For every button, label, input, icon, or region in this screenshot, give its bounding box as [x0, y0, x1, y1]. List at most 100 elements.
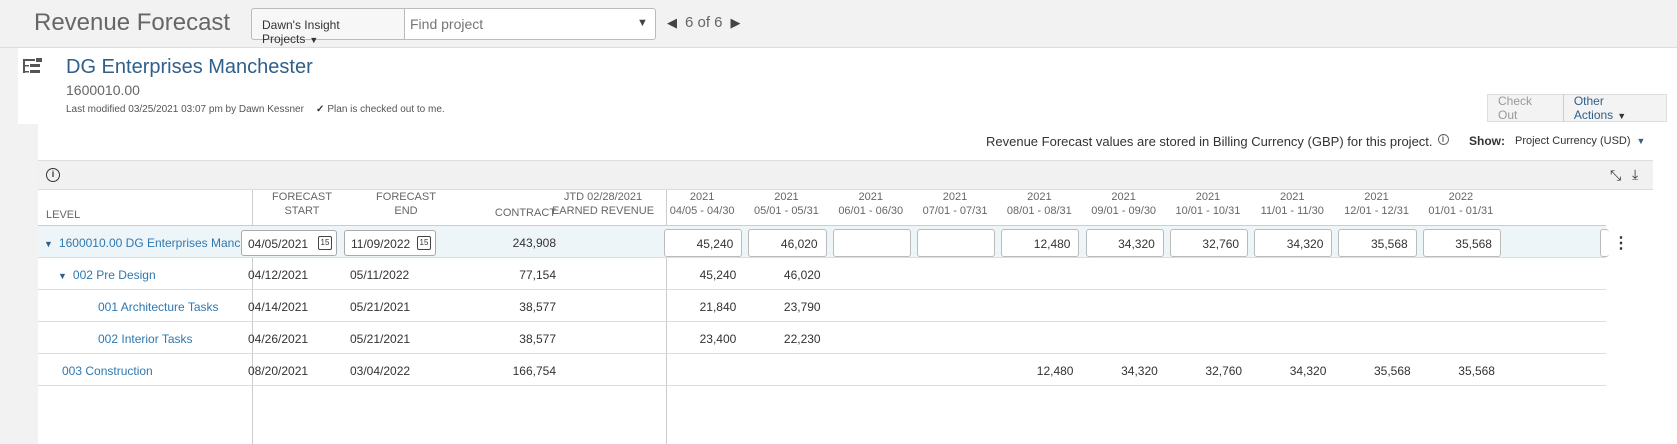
period-forecast-value: 22,230: [783, 332, 821, 346]
period-forecast-value: 45,240: [699, 268, 737, 282]
caret-down-icon: ▼: [1617, 111, 1627, 121]
period-forecast-value: 35,568: [1373, 364, 1411, 378]
show-label: Show:: [1469, 134, 1505, 148]
forecast-start: 04/26/2021: [248, 332, 309, 346]
forecast-grid: LEVEL FORECAST START FORECAST END CONTRACT…: [38, 190, 1629, 444]
forecast-start: 04/12/2021: [248, 268, 309, 282]
forecast-end: 05/21/2021: [350, 300, 411, 314]
row-level[interactable]: ▼ 1600010.00 DG Enterprises Manc: [44, 236, 240, 250]
period-forecast-input[interactable]: 34,320: [1085, 229, 1164, 257]
contract-value: 77,154: [519, 268, 556, 282]
period-forecast-value: 23,400: [699, 332, 737, 346]
column-header-period: 2021 06/01 - 06/30: [838, 191, 904, 217]
period-forecast-input[interactable]: [832, 229, 911, 257]
next-project-icon[interactable]: ▶: [730, 15, 741, 30]
check-out-button[interactable]: Check Out: [1488, 94, 1564, 122]
column-header-level: LEVEL: [46, 209, 81, 221]
forecast-end: 05/21/2021: [350, 332, 411, 346]
column-header-period: 2021 08/01 - 08/31: [1006, 191, 1072, 217]
expand-toggle-icon[interactable]: ▼: [58, 271, 67, 281]
grid-toolbar: i ⤡ ⤓: [38, 160, 1653, 190]
column-header-forecast-end: FORECAST END: [376, 191, 436, 217]
tree-view-icon[interactable]: [22, 56, 44, 78]
row-level[interactable]: ▼ 002 Pre Design: [58, 268, 156, 282]
row-level-label[interactable]: 002 Interior Tasks: [98, 332, 193, 346]
column-header-period: 2022 01/01 - 01/31: [1428, 191, 1494, 217]
column-header-period: 2021 09/01 - 09/30: [1091, 191, 1157, 217]
column-header-period: 2021 04/05 - 04/30: [669, 191, 735, 217]
contract-value: 166,754: [512, 364, 556, 378]
calendar-icon[interactable]: 15: [417, 236, 431, 250]
forecast-end: 05/11/2022: [350, 268, 410, 282]
column-header-period: 2021 12/01 - 12/31: [1344, 191, 1409, 217]
top-bar: Revenue Forecast Dawn's Insight Projects…: [0, 0, 1677, 48]
column-header-contract: CONTRACT: [494, 207, 556, 219]
checkout-status: ✓ Plan is checked out to me.: [316, 104, 445, 115]
period-forecast-value: 23,790: [783, 300, 821, 314]
row-level-label[interactable]: 002 Pre Design: [72, 268, 156, 282]
table-row: ▼ 1600010.00 DG Enterprises Manc 04/05/202…: [38, 226, 1629, 258]
period-forecast-input-partial[interactable]: [1600, 229, 1609, 257]
forecast-start: 08/20/2021: [248, 364, 309, 378]
row-level-label[interactable]: 001 Architecture Tasks: [98, 300, 219, 314]
last-modified-text: Last modified 03/25/2021 03:07 pm by Daw…: [66, 104, 304, 115]
period-forecast-value: 21,840: [699, 300, 737, 314]
find-project-input[interactable]: [404, 8, 656, 40]
row-level[interactable]: 002 Interior Tasks: [98, 332, 193, 346]
prev-project-icon[interactable]: ◀: [667, 15, 677, 30]
period-forecast-input[interactable]: 32,760: [1169, 229, 1249, 257]
column-header-period: 2021 05/01 - 05/31: [754, 191, 819, 217]
project-list-label: Dawn's Insight Projects: [262, 18, 340, 46]
currency-select[interactable]: Project Currency (USD) ▼: [1515, 135, 1645, 147]
row-level-label[interactable]: 003 Construction: [62, 364, 153, 378]
column-header-period: 2021 11/01 - 11/30: [1260, 191, 1324, 217]
info-icon[interactable]: i: [1437, 134, 1449, 145]
checkout-status-text: Plan is checked out to me.: [327, 104, 445, 115]
table-row: 003 Construction 08/20/2021 03/04/2022 166,…: [38, 354, 1606, 386]
other-actions-label: Other Actions: [1573, 94, 1614, 122]
find-project-caret-icon[interactable]: ▼: [637, 17, 648, 29]
info-icon[interactable]: i: [46, 168, 60, 182]
row-level[interactable]: 001 Architecture Tasks: [98, 300, 219, 314]
table-row: 001 Architecture Tasks 04/14/2021 05/21/20…: [38, 290, 1606, 322]
period-forecast-input[interactable]: 35,568: [1338, 229, 1417, 257]
other-actions-button[interactable]: Other Actions ▼: [1564, 94, 1666, 122]
currency-select-value: Project Currency (USD): [1515, 135, 1631, 147]
forecast-start-date-input[interactable]: 04/05/2021 15: [241, 230, 337, 256]
download-icon[interactable]: ⤓: [1632, 166, 1639, 182]
period-forecast-input[interactable]: 45,240: [664, 229, 743, 257]
left-gutter: [18, 124, 38, 444]
project-number: 1600010.00: [66, 82, 140, 98]
contract-value: 38,577: [519, 300, 556, 314]
project-list-dropdown[interactable]: Dawn's Insight Projects ▼: [251, 8, 405, 46]
column-header-period: 2021 07/01 - 07/31: [922, 191, 988, 217]
contract-value: 38,577: [519, 332, 556, 346]
expand-toggle-icon[interactable]: ▼: [44, 239, 53, 249]
column-header-period: 2021 10/01 - 10/31: [1175, 191, 1241, 217]
table-row: 002 Interior Tasks 04/26/2021 05/21/2021 38…: [38, 322, 1606, 354]
fullscreen-icon[interactable]: ⤡: [1610, 167, 1622, 183]
caret-down-icon: ▼: [1636, 136, 1646, 146]
grid-divider: [666, 190, 667, 444]
column-header-jtd: JTD 02/28/2021 EARNED REVENUE: [551, 191, 655, 217]
currency-notice: Revenue Forecast values are stored in Bi…: [986, 134, 1449, 149]
calendar-icon[interactable]: 15: [318, 236, 332, 250]
forecast-start: 04/14/2021: [248, 300, 309, 314]
period-forecast-value: 34,320: [1121, 364, 1158, 378]
grid-divider: [252, 190, 253, 444]
period-forecast-input[interactable]: 35,568: [1422, 229, 1501, 257]
period-forecast-value: 32,760: [1205, 364, 1243, 378]
period-forecast-input[interactable]: 34,320: [1254, 229, 1333, 257]
row-level-label[interactable]: 1600010.00 DG Enterprises Manc: [58, 236, 241, 250]
row-level[interactable]: 003 Construction: [62, 364, 153, 378]
row-menu-icon[interactable]: ⋮: [1613, 235, 1629, 252]
pager-text: 6 of 6: [685, 14, 723, 31]
period-forecast-value: 35,568: [1458, 364, 1495, 378]
period-forecast-value: 34,320: [1289, 364, 1327, 378]
period-forecast-input[interactable]: 46,020: [748, 229, 827, 257]
period-forecast-input[interactable]: 12,480: [1001, 229, 1080, 257]
forecast-end-date-input[interactable]: 11/09/2022 15: [344, 230, 436, 256]
period-forecast-input[interactable]: [916, 229, 996, 257]
checkmark-icon: ✓: [316, 104, 325, 115]
header-divider: [38, 225, 1606, 226]
